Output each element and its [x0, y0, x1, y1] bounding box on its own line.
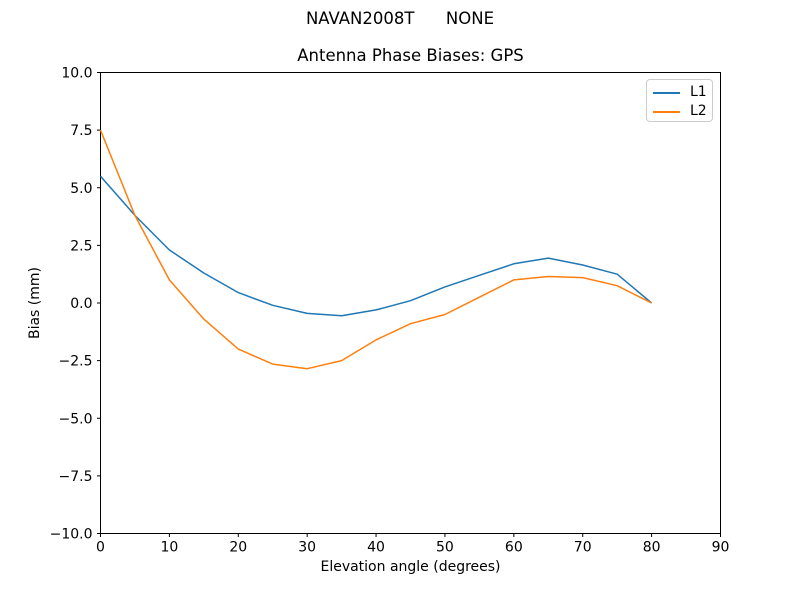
- y-tick-label: −5.0: [59, 411, 93, 427]
- y-axis-label: Bias (mm): [27, 266, 43, 340]
- series-line-l2: [99, 129, 652, 370]
- y-tick-label: 0.0: [70, 296, 92, 312]
- legend-item-l2: L2: [653, 102, 712, 121]
- y-axis-ticks: 10.0 7.5 5.0 2.5 0.0 −2.5 −5.0 −7.5 −10.0: [50, 66, 101, 543]
- x-tick-label: 10: [160, 540, 178, 556]
- legend-label-l2: L2: [690, 103, 707, 119]
- legend: L1 L2: [646, 79, 713, 122]
- y-tick-label: 10.0: [61, 66, 92, 82]
- x-tick-label: 50: [436, 540, 454, 556]
- legend-item-l1: L1: [653, 83, 712, 102]
- y-tick-label: −10.0: [50, 527, 93, 543]
- l1-line-swatch: [653, 91, 680, 94]
- data-series: [99, 129, 653, 370]
- series-line-l1: [99, 175, 653, 317]
- x-axis-label: Elevation angle (degrees): [320, 559, 501, 575]
- x-tick-label: 30: [298, 540, 316, 556]
- l2-line-swatch: [653, 110, 680, 113]
- legend-label-l1: L1: [690, 84, 707, 100]
- axes-spines: [100, 72, 721, 534]
- x-tick-label: 0: [96, 540, 105, 556]
- figure-suptitle: NAVAN2008T NONE: [305, 9, 495, 28]
- y-tick-label: 2.5: [70, 238, 92, 254]
- x-tick-label: 20: [229, 540, 247, 556]
- x-tick-label: 80: [643, 540, 661, 556]
- y-tick-label: 5.0: [70, 181, 92, 197]
- x-tick-label: 40: [367, 540, 385, 556]
- y-tick-label: 7.5: [70, 123, 92, 139]
- x-axis-ticks: 0 10 20 30 40 50 60 70 80 90: [96, 533, 730, 556]
- x-tick-label: 70: [574, 540, 592, 556]
- y-tick-label: −7.5: [59, 469, 93, 485]
- y-tick-label: −2.5: [59, 354, 93, 370]
- axes-frame: [100, 72, 721, 534]
- x-tick-label: 90: [712, 540, 730, 556]
- chart-title: Antenna Phase Biases: GPS: [297, 46, 524, 65]
- x-tick-label: 60: [505, 540, 523, 556]
